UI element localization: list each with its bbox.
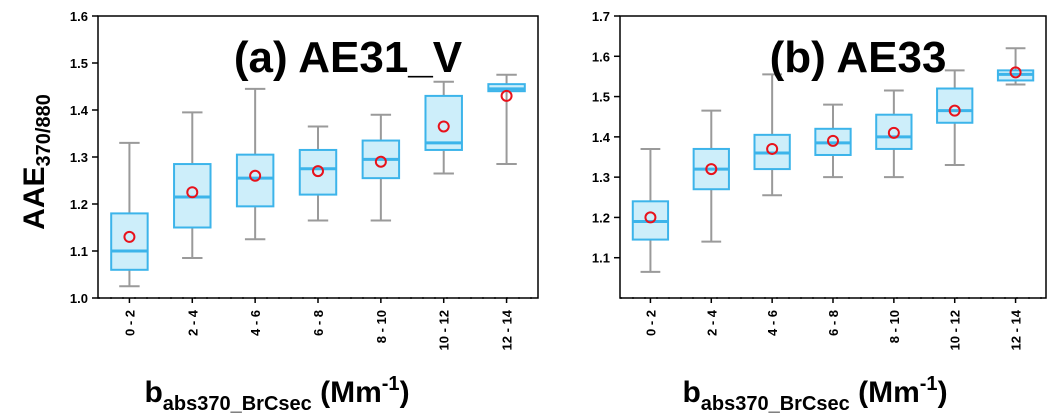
mean-marker: [766, 142, 779, 155]
mean-marker: [948, 104, 961, 117]
box-b-0: [631, 147, 670, 273]
y-tick-label-b: 1.3: [592, 170, 610, 185]
x-tick-label-b: 0 - 2: [643, 310, 658, 336]
x-tick-label-a: 4 - 6: [248, 310, 263, 336]
x-tick-label-a: 10 - 12: [437, 310, 452, 350]
box-a-5: [424, 80, 463, 175]
mean-marker: [705, 163, 718, 176]
y-tick-label-b: 1.6: [592, 49, 610, 64]
box-a-2: [235, 87, 275, 241]
box-b-3: [814, 103, 852, 179]
mean-marker: [887, 126, 900, 139]
box-b-4: [875, 89, 913, 179]
y-axis-title-subscript: 370/880: [33, 94, 55, 166]
y-tick-label-a: 1.4: [70, 103, 89, 118]
mean-marker: [500, 89, 513, 102]
y-tick-label-a: 1.6: [70, 9, 88, 24]
panel-a: 1.0 1.1 1.2 1.3 1.4 1.5 1.6 0 - 2 2 - 4 4 - 6 6 - …: [70, 9, 539, 350]
iqr-box: [875, 113, 913, 150]
panel-b: 1.1 1.2 1.3 1.4 1.5 1.6 1.7 0 - 2 2 - 4 4 - 6 6 - …: [592, 9, 1047, 350]
x-tick-label-a: 2 - 4: [185, 309, 200, 336]
mean-marker: [123, 230, 136, 243]
y-tick-label-a: 1.5: [70, 56, 88, 71]
mean-marker: [186, 186, 199, 199]
x-tick-label-b: 6 - 8: [826, 310, 841, 336]
x-tick-label-b: 12 - 14: [1009, 309, 1024, 350]
y-tick-label-b: 1.7: [592, 9, 610, 24]
x-tick-label-b: 2 - 4: [704, 309, 719, 336]
box-b-6: [996, 47, 1035, 86]
mean-marker: [437, 120, 450, 133]
x-tick-label-a: 12 - 14: [500, 309, 515, 350]
y-tick-label-b: 1.4: [592, 130, 611, 145]
box-a-4: [361, 113, 401, 222]
x-tick-label-b: 4 - 6: [765, 310, 780, 336]
mean-marker: [1009, 66, 1022, 79]
y-tick-label-a: 1.1: [70, 244, 88, 259]
mean-marker: [827, 134, 839, 147]
x-tick-label-a: 8 - 10: [374, 310, 389, 343]
iqr-box: [235, 153, 275, 208]
y-tick-label-b: 1.5: [592, 90, 610, 105]
box-a-0: [110, 141, 149, 288]
mean-marker: [644, 211, 657, 224]
x-tick-label-a: 6 - 8: [311, 310, 326, 336]
iqr-box: [424, 94, 463, 151]
box-a-6: [487, 73, 526, 166]
box-a-3: [298, 125, 338, 222]
box-b-5: [936, 69, 974, 167]
y-tick-label-b: 1.1: [592, 251, 610, 266]
box-b-2: [753, 73, 791, 197]
y-tick-label-a: 1.2: [70, 197, 88, 212]
mean-marker: [374, 155, 387, 168]
x-axis-title-b: babs370_BrCsec (Mm-1): [682, 373, 947, 415]
panel-title-b: (b) AE33: [770, 33, 947, 82]
y-axis-title: AAE370/880: [18, 94, 55, 230]
mean-marker: [249, 169, 262, 182]
y-tick-label-a: 1.0: [70, 291, 88, 306]
mean-marker: [312, 165, 324, 178]
box-a-1: [173, 111, 212, 260]
box-b-1: [692, 109, 730, 243]
x-tick-label-b: 8 - 10: [887, 310, 902, 343]
x-tick-label-a: 0 - 2: [122, 310, 137, 336]
x-tick-label-b: 10 - 12: [948, 310, 963, 350]
panel-title-a: (a) AE31_V: [234, 33, 463, 82]
y-tick-label-b: 1.2: [592, 210, 610, 225]
x-axis-title-a: babs370_BrCsec (Mm-1): [144, 373, 409, 415]
iqr-box: [298, 148, 338, 196]
y-tick-label-a: 1.3: [70, 150, 88, 165]
